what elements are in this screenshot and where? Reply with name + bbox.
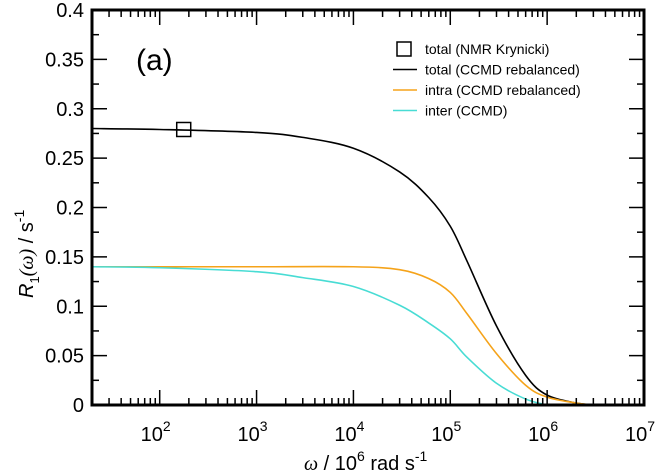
plot-series — [91, 121, 594, 406]
x-tick-label: 106 — [528, 418, 558, 446]
x-tick-label: 104 — [334, 418, 364, 446]
legend-label: total (NMR Krynicki) — [425, 41, 549, 57]
series-line-inter — [91, 265, 548, 406]
x-tick-label: 103 — [238, 418, 268, 446]
tick-labels: 0 0.05 0.1 0.15 0.2 0.25 0.3 0.35 0.4 102 103 104 10… — [45, 0, 655, 446]
y-axis-title: R1(ω) / s-1 — [11, 210, 42, 298]
panel-label: (a) — [136, 44, 173, 77]
y-tick-label: 0.4 — [56, 0, 84, 22]
y-tick-label: 0.3 — [56, 99, 84, 121]
x-tick-label: 102 — [141, 418, 171, 446]
legend-label: intra (CCMD rebalanced) — [425, 82, 581, 98]
legend-label: inter (CCMD) — [425, 103, 507, 119]
x-axis-title: ω / 106 rad s-1 — [304, 448, 428, 474]
series-line-intra — [91, 265, 594, 406]
x-tick-label: 107 — [625, 418, 655, 446]
y-tick-label: 0.35 — [45, 49, 84, 71]
legend-square-icon — [396, 41, 412, 57]
legend: total (NMR Krynicki) total (CCMD rebalanc… — [393, 41, 581, 119]
legend-label: total (CCMD rebalanced) — [425, 62, 580, 78]
x-tick-label: 105 — [431, 418, 461, 446]
y-tick-label: 0 — [73, 395, 84, 417]
series-line-total — [91, 127, 594, 406]
y-tick-label: 0.05 — [45, 346, 84, 368]
plot-frame — [90, 8, 646, 407]
y-tick-label: 0.1 — [56, 296, 84, 318]
y-tick-label: 0.2 — [56, 198, 84, 220]
y-tick-label: 0.25 — [45, 148, 84, 170]
y-tick-label: 0.15 — [45, 247, 84, 269]
